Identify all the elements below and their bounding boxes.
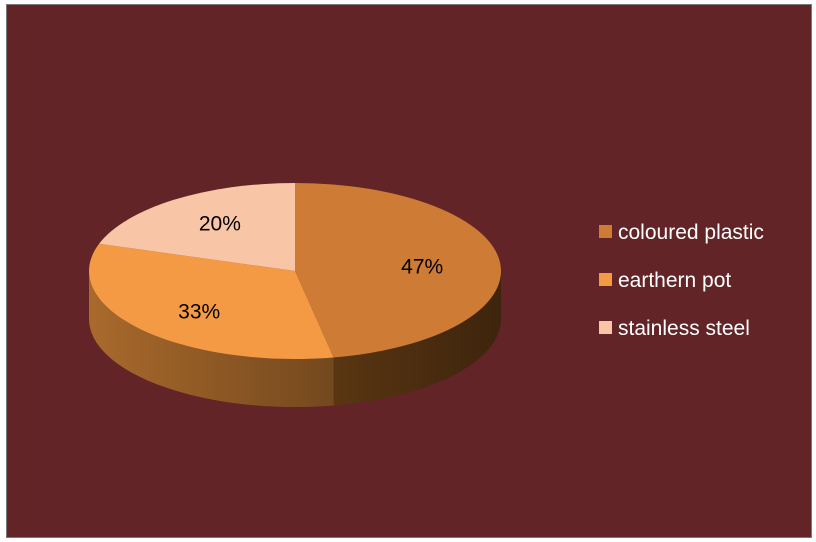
legend-label-coloured-plastic: coloured plastic	[618, 221, 764, 244]
data-label-coloured-plastic: 47%	[401, 255, 443, 278]
data-labels: 47% 33% 20%	[178, 213, 443, 324]
legend-label-stainless-steel: stainless steel	[618, 317, 750, 340]
pie-slice-stainless-steel	[99, 183, 295, 271]
pie-sides	[89, 271, 501, 407]
pie-side-coloured-plastic-shade	[333, 271, 501, 406]
pie-slice-earthern-pot	[88, 243, 334, 359]
pie-slice-coloured-plastic	[295, 183, 502, 358]
pie-side-earthern-pot-shade	[89, 271, 334, 407]
chart-frame: 47% 33% 20% coloured plastic earthern po…	[6, 4, 812, 538]
legend-swatch-earthern-pot	[599, 273, 612, 286]
legend-label-earthern-pot: earthern pot	[618, 269, 731, 292]
data-label-stainless-steel: 20%	[199, 213, 241, 236]
legend-swatch-stainless-steel	[599, 321, 612, 334]
legend-swatch-coloured-plastic	[599, 225, 612, 238]
data-label-earthern-pot: 33%	[178, 301, 220, 324]
legend: coloured plastic earthern pot stainless …	[599, 221, 764, 340]
pie-slices	[88, 183, 502, 359]
pie-chart: 47% 33% 20% coloured plastic earthern po…	[7, 5, 811, 537]
